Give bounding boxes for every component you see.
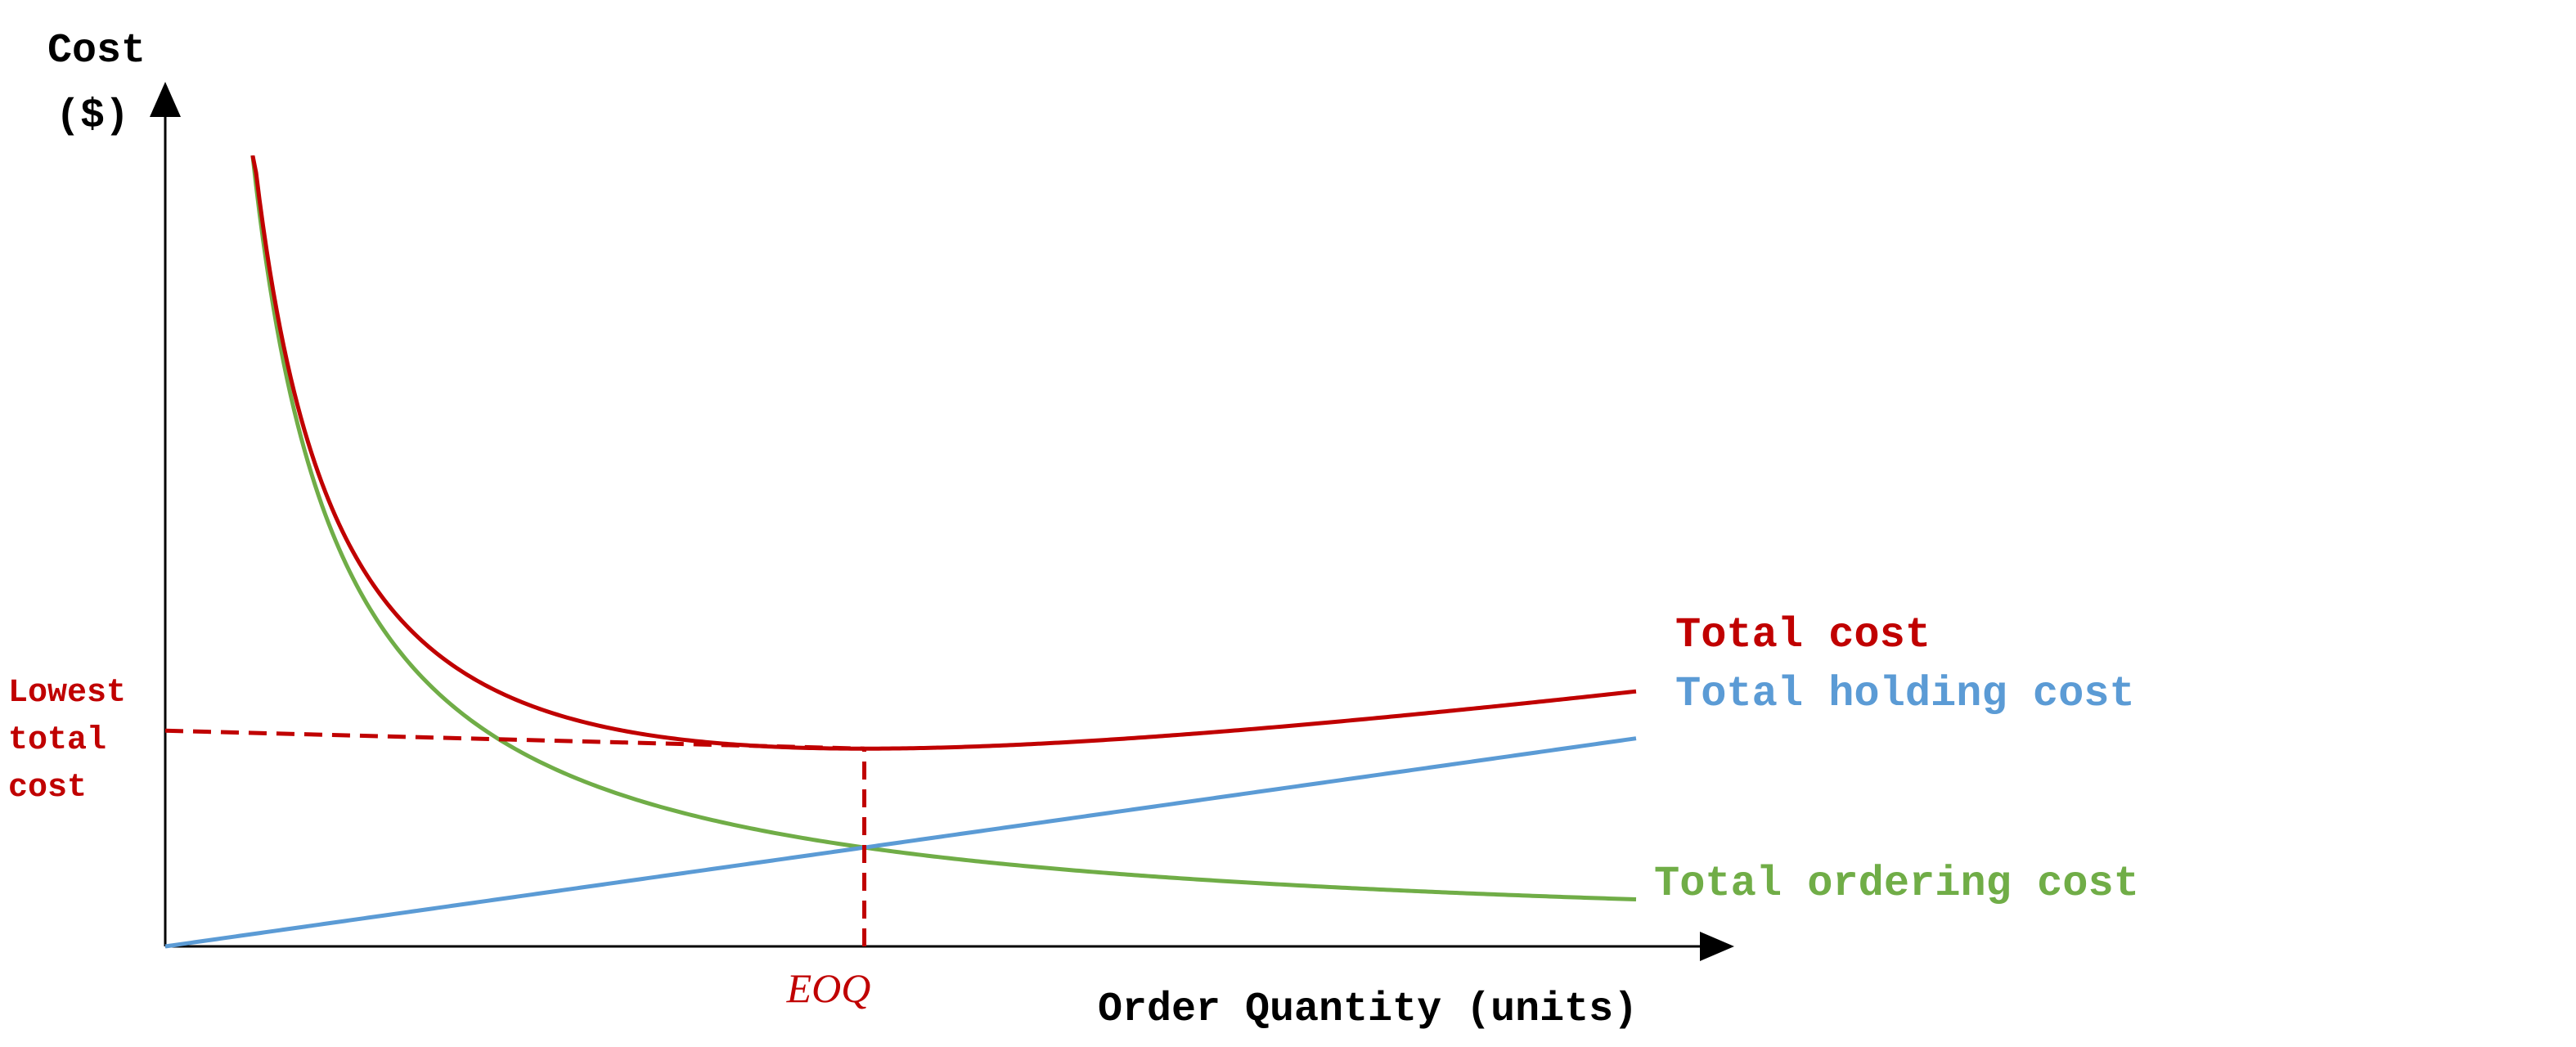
lowest-cost-label-line-3: cost: [8, 770, 87, 807]
series-label-total-ordering-cost: Total ordering cost: [1654, 860, 2139, 908]
y-axis-label-line-2: ($): [56, 93, 129, 140]
series-label-total-cost: Total cost: [1675, 611, 1931, 659]
series-line-total-cost: [250, 155, 1637, 751]
y-axis-label-line-1: Cost: [47, 28, 146, 74]
eoq-label: EOQ: [786, 965, 871, 1011]
x-axis-arrow-icon: [1700, 932, 1734, 961]
series-label-total-holding-cost: Total holding cost: [1675, 670, 2135, 718]
x-axis-label: Order Quantity (units): [1098, 986, 1638, 1033]
y-axis-arrow-icon: [150, 82, 181, 117]
series-line-total-holding-cost: [164, 736, 1637, 949]
lowest-cost-label-line-1: Lowest: [8, 675, 126, 712]
series-line-total-ordering-cost: [250, 155, 1637, 902]
lowest-cost-label-line-2: total: [8, 722, 106, 759]
lowest-cost-horizontal-dashed-line: [164, 728, 865, 751]
